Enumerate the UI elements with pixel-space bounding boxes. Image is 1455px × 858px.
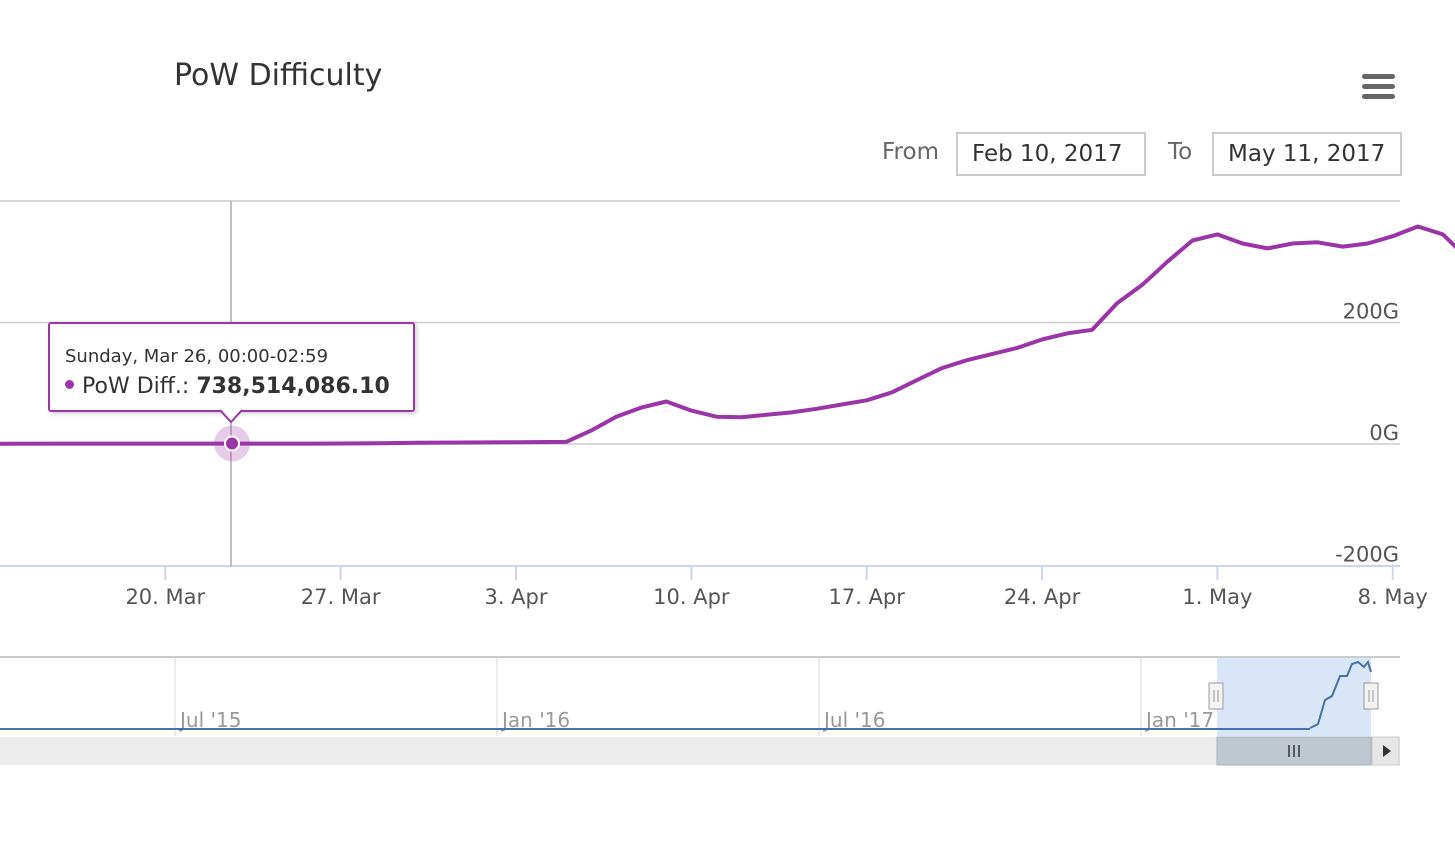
x-tick-label: 20. Mar <box>125 585 205 609</box>
y-tick-label: -200G <box>1335 543 1399 567</box>
scrollbar[interactable] <box>0 736 1400 766</box>
navigator[interactable]: Jul '15 Jan '16 Jul '16 Jan '17 <box>0 656 1400 736</box>
y-axis: -200G 0G 200G <box>1335 300 1399 567</box>
x-axis: 20. Mar 27. Mar 3. Apr 10. Apr 17. Apr 24. Ap… <box>125 566 1428 609</box>
range-from-label: From <box>882 139 939 165</box>
chart-title: PoW Difficulty <box>174 58 383 93</box>
x-tick-label: 24. Apr <box>1004 585 1081 609</box>
chevron-right-icon <box>1383 745 1391 757</box>
hover-point[interactable] <box>224 435 240 452</box>
tooltip-row: PoW Diff.: 738,514,086.10 <box>65 374 390 399</box>
navigator-selected-range[interactable] <box>1217 658 1371 736</box>
hamburger-menu-icon <box>1362 74 1395 79</box>
tooltip-header: Sunday, Mar 26, 00:00-02:59 <box>65 346 329 367</box>
series-line-pow-diff <box>0 224 1455 446</box>
chart-menu-button[interactable] <box>1356 70 1400 106</box>
navigator-series-curve <box>1309 659 1372 729</box>
x-tick-label: 17. Apr <box>828 585 905 609</box>
range-to-label: To <box>1168 139 1193 165</box>
x-tick-label: 10. Apr <box>653 585 730 609</box>
navigator-handle-right[interactable] <box>1363 682 1379 710</box>
tooltip-series-label: PoW Diff.: <box>82 374 190 399</box>
y-tick-label: 200G <box>1343 300 1399 324</box>
tooltip-value: 738,514,086.10 <box>196 374 390 399</box>
series-dot-icon <box>65 380 74 389</box>
x-tick-label: 1. May <box>1182 585 1252 609</box>
tooltip: Sunday, Mar 26, 00:00-02:59 PoW Diff.: 7… <box>48 322 415 412</box>
tooltip-pointer <box>220 408 242 424</box>
range-from-input[interactable]: Feb 10, 2017 <box>956 132 1146 176</box>
navigator-handle-left[interactable] <box>1208 682 1224 710</box>
range-to-input[interactable]: May 11, 2017 <box>1212 132 1402 176</box>
y-tick-label: 0G <box>1369 421 1399 445</box>
scrollbar-track[interactable] <box>0 737 1400 765</box>
navigator-grid: Jul '15 Jan '16 Jul '16 Jan '17 <box>174 658 1214 736</box>
x-tick-label: 3. Apr <box>484 585 547 609</box>
x-tick-label: 27. Mar <box>301 585 381 609</box>
x-tick-label: 8. May <box>1358 585 1428 609</box>
